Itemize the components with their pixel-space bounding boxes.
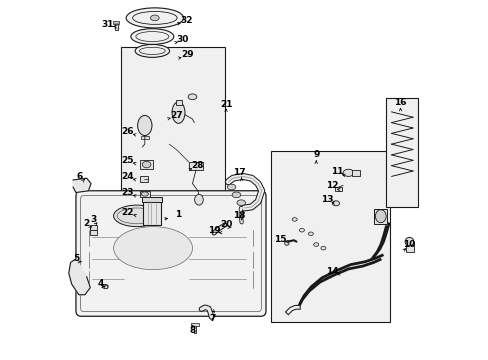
Ellipse shape bbox=[135, 44, 169, 57]
Ellipse shape bbox=[284, 241, 288, 245]
Bar bbox=[142, 197, 162, 202]
Ellipse shape bbox=[292, 218, 297, 221]
Ellipse shape bbox=[172, 102, 184, 123]
Text: 20: 20 bbox=[220, 220, 232, 229]
Text: 23: 23 bbox=[121, 188, 133, 197]
Text: 26: 26 bbox=[121, 127, 133, 136]
FancyBboxPatch shape bbox=[76, 191, 265, 316]
Ellipse shape bbox=[237, 200, 245, 206]
Ellipse shape bbox=[313, 243, 318, 246]
Text: 25: 25 bbox=[121, 156, 133, 165]
Polygon shape bbox=[73, 178, 91, 193]
Bar bbox=[115, 22, 117, 30]
Text: 15: 15 bbox=[274, 235, 286, 244]
Text: 27: 27 bbox=[170, 111, 183, 120]
Ellipse shape bbox=[320, 246, 325, 250]
Text: 14: 14 bbox=[325, 267, 338, 276]
Ellipse shape bbox=[113, 226, 192, 270]
Text: 12: 12 bbox=[325, 181, 338, 190]
Ellipse shape bbox=[232, 192, 240, 198]
Bar bbox=[188, 162, 203, 170]
Ellipse shape bbox=[227, 184, 235, 190]
Bar bbox=[140, 160, 153, 169]
Text: 7: 7 bbox=[208, 314, 215, 323]
Ellipse shape bbox=[137, 116, 152, 135]
Bar bbox=[113, 22, 119, 24]
Bar bbox=[140, 176, 147, 182]
Bar bbox=[386, 98, 418, 207]
Text: 30: 30 bbox=[176, 35, 189, 44]
Bar bbox=[191, 323, 198, 326]
Text: 17: 17 bbox=[232, 168, 245, 177]
Text: 24: 24 bbox=[121, 172, 133, 181]
Text: 18: 18 bbox=[232, 211, 245, 220]
Text: 1: 1 bbox=[175, 210, 181, 219]
Text: 28: 28 bbox=[190, 161, 203, 170]
Ellipse shape bbox=[141, 192, 148, 196]
Ellipse shape bbox=[188, 94, 196, 100]
Text: 4: 4 bbox=[97, 279, 103, 288]
Text: 3: 3 bbox=[90, 215, 97, 224]
Bar bbox=[121, 47, 224, 246]
Ellipse shape bbox=[113, 205, 160, 226]
Ellipse shape bbox=[343, 169, 353, 176]
Bar bbox=[334, 187, 341, 192]
Text: 6: 6 bbox=[76, 172, 82, 181]
Ellipse shape bbox=[405, 237, 413, 246]
Ellipse shape bbox=[142, 161, 151, 168]
Text: 22: 22 bbox=[122, 208, 134, 217]
Ellipse shape bbox=[102, 284, 108, 289]
Bar bbox=[89, 230, 97, 235]
Polygon shape bbox=[69, 259, 90, 295]
Bar bbox=[175, 100, 182, 105]
Text: 16: 16 bbox=[393, 98, 406, 107]
Text: 2: 2 bbox=[83, 219, 90, 228]
Text: 31: 31 bbox=[101, 19, 114, 28]
Ellipse shape bbox=[299, 228, 304, 232]
Bar bbox=[103, 285, 107, 288]
Ellipse shape bbox=[194, 194, 203, 205]
Ellipse shape bbox=[375, 210, 386, 223]
Ellipse shape bbox=[332, 201, 339, 206]
Bar bbox=[193, 325, 196, 333]
Text: 8: 8 bbox=[189, 326, 195, 335]
Text: 21: 21 bbox=[220, 100, 232, 109]
Text: 9: 9 bbox=[312, 150, 319, 159]
Text: 29: 29 bbox=[181, 50, 193, 59]
Bar bbox=[143, 200, 160, 225]
Ellipse shape bbox=[150, 15, 159, 21]
Ellipse shape bbox=[308, 232, 313, 235]
Bar bbox=[405, 245, 413, 252]
Ellipse shape bbox=[126, 8, 183, 28]
Bar bbox=[271, 151, 389, 321]
Text: 5: 5 bbox=[73, 255, 79, 264]
Text: 13: 13 bbox=[320, 195, 332, 204]
Bar bbox=[140, 135, 149, 139]
Text: 11: 11 bbox=[331, 167, 343, 176]
Text: 19: 19 bbox=[207, 226, 220, 235]
Bar bbox=[373, 209, 386, 224]
Bar bbox=[140, 191, 149, 197]
Text: 10: 10 bbox=[403, 240, 415, 249]
Bar bbox=[351, 170, 359, 176]
Bar bbox=[89, 225, 97, 230]
Ellipse shape bbox=[131, 29, 174, 44]
Text: 32: 32 bbox=[180, 16, 192, 25]
